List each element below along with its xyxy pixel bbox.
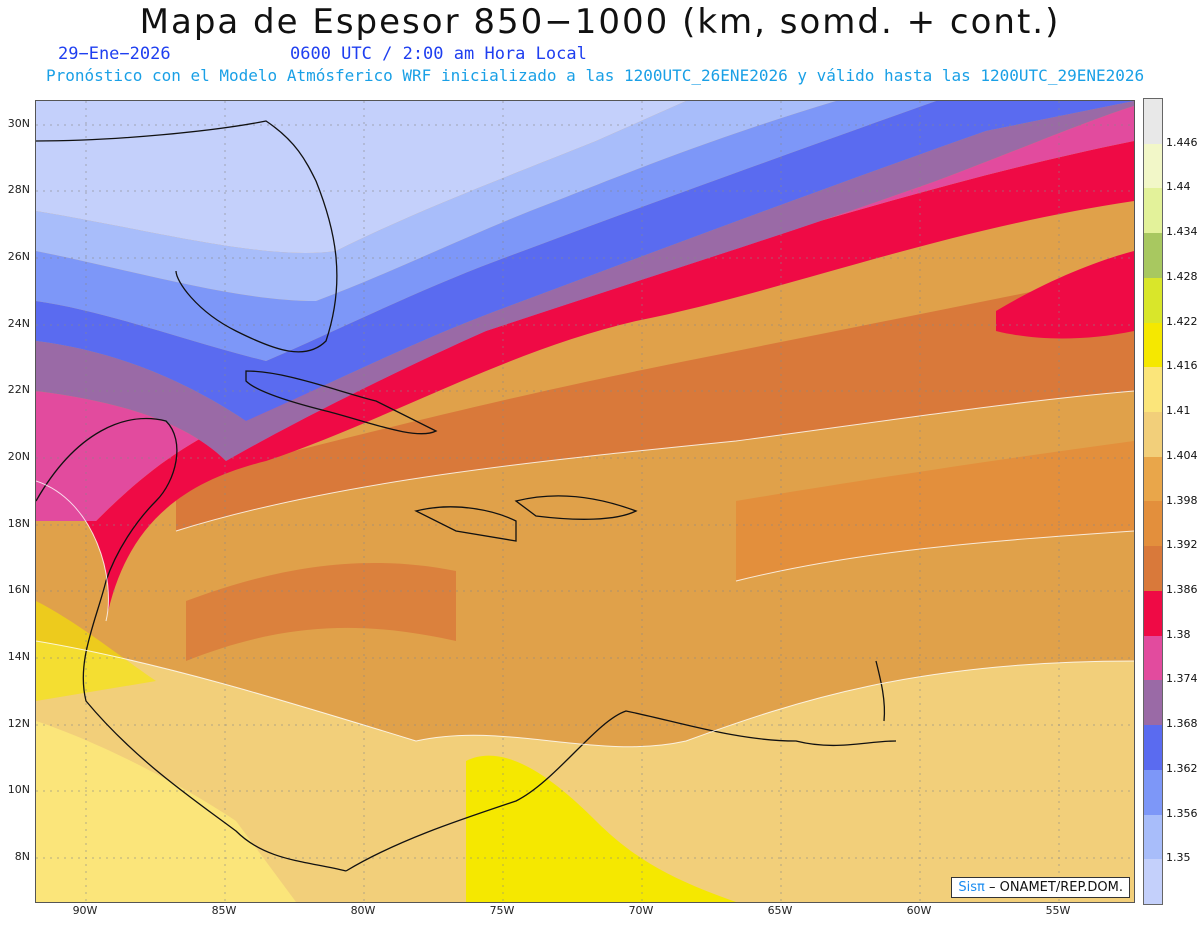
colorbar-swatch [1144,277,1162,323]
colorbar-label: 1.434 [1166,225,1198,239]
thickness-map: Sisπ – ONAMET/REP.DOM. [35,100,1135,903]
model-subtitle: Pronóstico con el Modelo Atmósferico WRF… [46,66,1145,85]
lat-label: 24N [7,317,30,330]
colorbar-swatch [1144,590,1162,636]
colorbar-swatch [1144,814,1162,860]
colorbar-label: 1.41 [1166,404,1191,418]
lon-label: 75W [489,904,515,917]
colorbar-swatch [1144,859,1162,904]
lat-label: 18N [7,517,30,530]
colorbar-label: 1.368 [1166,717,1198,731]
colorbar-label: 1.416 [1166,359,1198,373]
colorbar-swatch [1144,143,1162,189]
colorbar-swatch [1144,546,1162,591]
colorbar-label: 1.38 [1166,627,1191,641]
colorbar-swatch [1144,233,1162,278]
colorbar-label: 1.398 [1166,493,1198,507]
map-title: Mapa de Espesor 850−1000 (km, somd. + co… [139,2,1061,42]
colorbar-label: 1.362 [1166,761,1198,775]
lon-label: 55W [1045,904,1071,917]
colorbar-swatch [1144,501,1162,547]
colorbar-swatch [1144,635,1162,681]
lon-label: 65W [767,904,793,917]
lat-label: 14N [7,650,30,663]
colorbar-swatch [1144,412,1162,457]
colorbar-swatch [1144,367,1162,413]
colorbar-label: 1.422 [1166,314,1198,328]
lon-label: 90W [72,904,98,917]
colorbar-label: 1.386 [1166,582,1198,596]
lon-label: 60W [906,904,932,917]
lat-label: 30N [7,117,30,130]
lat-label: 22N [7,383,30,396]
colorbar-label: 1.428 [1166,269,1198,283]
colorbar-label: 1.392 [1166,538,1198,552]
colorbar-label: 1.35 [1166,851,1191,865]
lat-label: 16N [7,583,30,596]
credit-box: Sisπ – ONAMET/REP.DOM. [951,877,1130,898]
lon-label: 80W [350,904,376,917]
lat-label: 10N [7,783,30,796]
lat-label: 12N [7,717,30,730]
lat-label: 26N [7,250,30,263]
colorbar-label: 1.446 [1166,135,1198,149]
colorbar-swatch [1144,725,1162,770]
lat-label: 8N [14,850,30,863]
credit-text: – ONAMET/REP.DOM. [988,880,1123,895]
colorbar [1143,98,1163,905]
lat-label: 28N [7,183,30,196]
lat-label: 20N [7,450,30,463]
lon-label: 85W [211,904,237,917]
colorbar-swatch [1144,680,1162,726]
colorbar-swatch [1144,769,1162,815]
colorbar-swatch [1144,456,1162,502]
colorbar-label: 1.44 [1166,180,1191,194]
map-canvas [36,101,1134,902]
colorbar-label: 1.374 [1166,672,1198,686]
colorbar-swatch [1144,188,1162,234]
colorbar-swatch [1144,99,1162,144]
colorbar-swatch [1144,322,1162,368]
forecast-date: 29−Ene−2026 [58,44,171,64]
lon-label: 70W [628,904,654,917]
colorbar-label: 1.356 [1166,806,1198,820]
forecast-time: 0600 UTC / 2:00 am Hora Local [290,44,587,64]
colorbar-label: 1.404 [1166,448,1198,462]
credit-brand: Sisπ [958,880,985,895]
